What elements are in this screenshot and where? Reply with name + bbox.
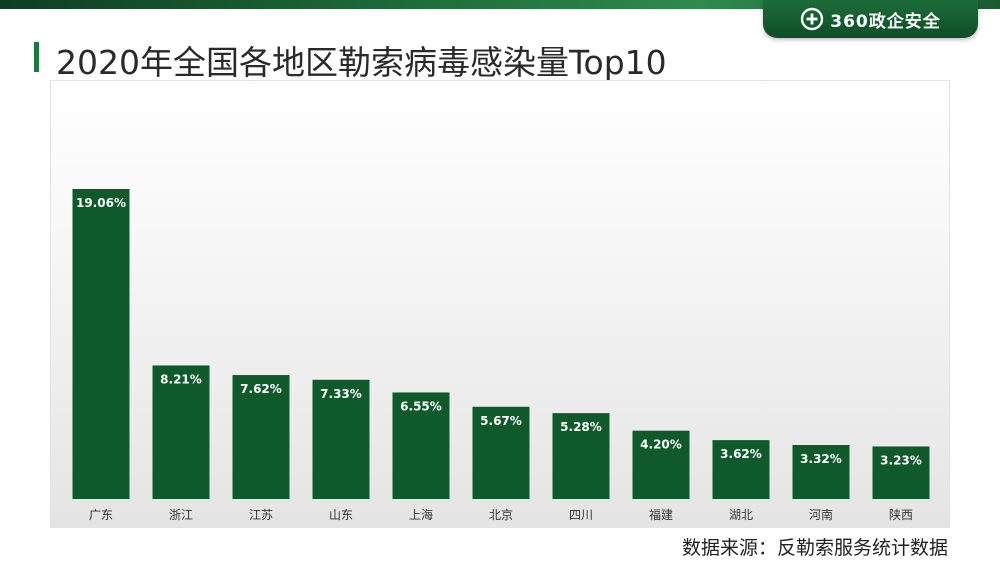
bar-广东 xyxy=(72,189,130,499)
brand-logo: 360政企安全 xyxy=(763,0,978,38)
data-label: 7.33% xyxy=(320,387,362,401)
data-label: 19.06% xyxy=(76,196,126,210)
category-label: 北京 xyxy=(489,508,513,522)
bar-北京 xyxy=(472,406,530,499)
title-accent-bar xyxy=(34,42,39,72)
category-label: 河南 xyxy=(809,507,833,522)
category-label: 湖北 xyxy=(729,507,753,522)
bar-四川 xyxy=(552,413,610,499)
chart-area: 19.06% 广东 8.21% 浙江 7.62% 江苏 7.33% 山东 6.55% 上海 5.67… xyxy=(50,80,950,528)
category-label: 上海 xyxy=(409,507,433,522)
data-source-note: 数据来源：反勒索服务统计数据 xyxy=(681,537,948,559)
plus-circle-icon xyxy=(801,7,824,31)
data-label: 3.32% xyxy=(800,452,842,466)
brand-name: 360政企安全 xyxy=(830,11,941,32)
data-label: 4.20% xyxy=(640,438,682,452)
data-label: 3.23% xyxy=(880,453,922,467)
top-banner xyxy=(0,0,1000,9)
data-label: 8.21% xyxy=(160,372,202,386)
category-label: 四川 xyxy=(569,508,593,522)
bar-山东 xyxy=(312,379,370,499)
data-label: 6.55% xyxy=(400,399,442,413)
bar-福建 xyxy=(632,430,690,499)
bar-湖北 xyxy=(712,440,770,499)
data-label: 7.62% xyxy=(240,382,282,396)
bar-chart: 19.06% 广东 8.21% 浙江 7.62% 江苏 7.33% 山东 6.55% 上海 5.67… xyxy=(72,189,930,522)
category-label: 山东 xyxy=(329,508,353,522)
data-label: 5.28% xyxy=(560,420,602,434)
category-label: 广东 xyxy=(89,508,113,522)
data-label: 5.67% xyxy=(480,414,522,428)
category-label: 浙江 xyxy=(169,508,193,522)
page-title: 2020年全国各地区勒索病毒感染量Top10 xyxy=(56,43,667,82)
bar-江苏 xyxy=(232,375,290,499)
bar-河南 xyxy=(792,445,850,499)
category-label: 福建 xyxy=(649,507,673,522)
category-label: 江苏 xyxy=(249,508,273,522)
bar-上海 xyxy=(392,392,450,499)
data-label: 3.62% xyxy=(720,447,762,461)
bar-陕西 xyxy=(872,446,930,499)
category-label: 陕西 xyxy=(889,507,913,522)
bar-浙江 xyxy=(152,365,210,499)
